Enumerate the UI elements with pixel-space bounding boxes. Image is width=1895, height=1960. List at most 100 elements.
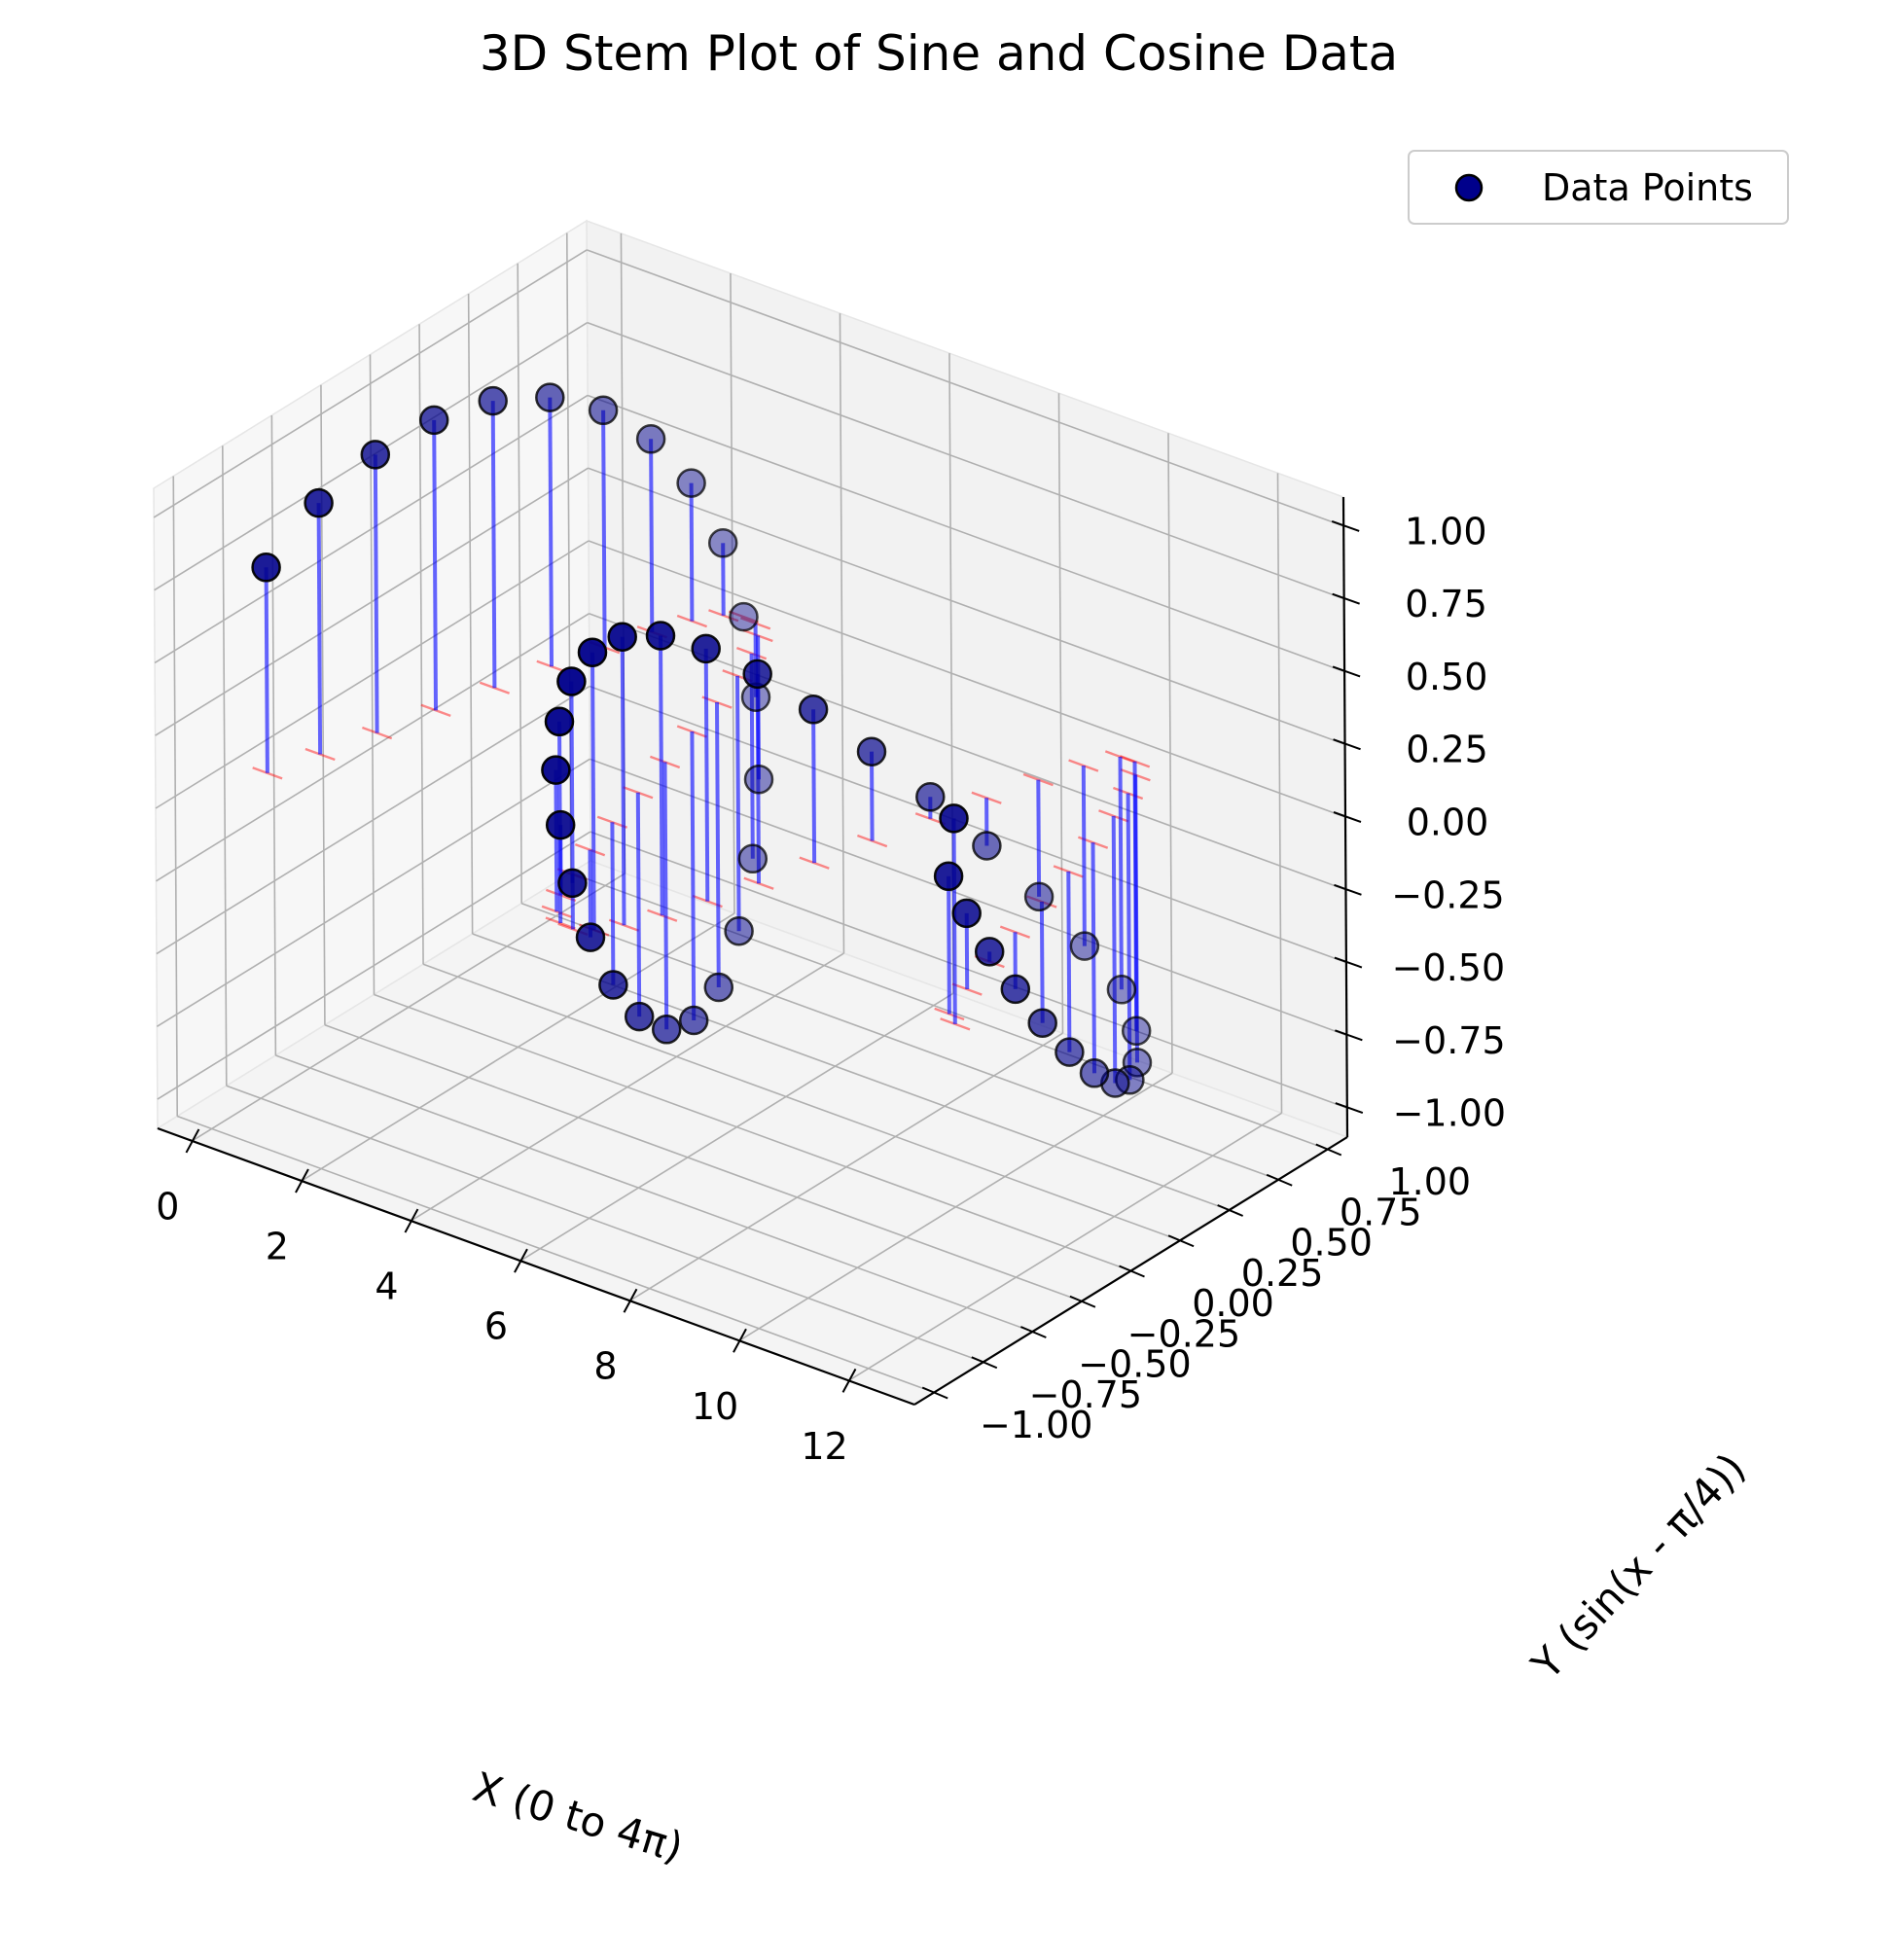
data-point (577, 637, 608, 667)
stem-line (1036, 779, 1042, 897)
stem-line (715, 701, 721, 988)
x-tick (841, 1368, 857, 1393)
legend: Data Points (1408, 150, 1789, 225)
data-point (678, 1005, 709, 1036)
y-tick (1119, 1265, 1145, 1278)
z-tick (1332, 592, 1360, 605)
data-point (1023, 881, 1055, 912)
z-tick (1331, 519, 1360, 532)
z-tick (1333, 738, 1361, 751)
z-grid-line (156, 613, 590, 882)
x-tick-label: 2 (266, 1226, 289, 1268)
stem-line (316, 503, 323, 755)
data-point (1079, 1058, 1110, 1088)
x-tick-label: 12 (801, 1425, 847, 1468)
y-grid-line (275, 1054, 1033, 1333)
data-point (915, 782, 946, 812)
stem-line (811, 709, 817, 864)
data-point (651, 1015, 682, 1045)
z-tick (1333, 811, 1362, 823)
x-tick (733, 1328, 747, 1353)
legend-box (1408, 150, 1789, 225)
y-tick (1069, 1295, 1096, 1308)
z-grid-line (153, 249, 588, 518)
data-point (707, 528, 738, 558)
stem-baseline (856, 834, 888, 848)
stem-baseline (536, 659, 567, 673)
y-tick-label: −0.50 (1078, 1343, 1191, 1386)
z-tick-label: 0.25 (1406, 729, 1488, 771)
data-point (304, 487, 334, 518)
stem-line (635, 792, 642, 1017)
stem-line (1091, 842, 1096, 1074)
z-tick-label: 0.50 (1406, 656, 1488, 698)
stem-line (554, 769, 559, 912)
data-point (742, 659, 772, 690)
data-point (974, 937, 1005, 967)
stem-line (1111, 815, 1118, 1084)
stem-line (721, 543, 726, 616)
stem-line (659, 635, 664, 916)
z-grid-line (156, 685, 590, 955)
stem-line (755, 673, 761, 884)
data-point (478, 385, 508, 416)
y-tick-label: 1.00 (1388, 1160, 1471, 1203)
data-point (951, 898, 982, 929)
data-point (557, 868, 588, 899)
stem-line (1081, 766, 1087, 946)
stem-line (548, 397, 554, 667)
data-point (645, 621, 676, 651)
stem-line (601, 410, 607, 648)
y-tick (1167, 1234, 1195, 1248)
y-tick-label: 0.25 (1241, 1252, 1324, 1295)
stem-lines (264, 397, 1139, 1084)
z-tick-label: −0.75 (1392, 1019, 1505, 1062)
z-grid-line (588, 467, 1345, 745)
y-tick (921, 1386, 948, 1400)
data-point (724, 915, 754, 946)
y-tick-label: 0.00 (1192, 1282, 1274, 1325)
stem-line (373, 454, 379, 733)
data-point (1055, 1037, 1085, 1067)
z-grid-line (154, 394, 589, 664)
z-tick (1334, 883, 1362, 896)
stem-line (703, 648, 710, 902)
x-tick (623, 1288, 638, 1313)
z-tick (1332, 665, 1361, 678)
z-tick-label: −1.00 (1393, 1092, 1506, 1135)
data-point (939, 803, 969, 834)
data-point (635, 424, 666, 454)
x-tick-label: 0 (156, 1185, 179, 1228)
chart-title: 3D Stem Plot of Sine and Cosine Data (480, 25, 1398, 82)
z-tick-label: −0.50 (1392, 946, 1505, 989)
z-grid-line (587, 394, 1345, 673)
x-tick (185, 1128, 200, 1154)
data-point (544, 706, 575, 737)
data-point (360, 440, 391, 470)
z-tick-label: 0.75 (1405, 583, 1487, 625)
stem-baseline (1022, 772, 1054, 787)
stem-line (690, 731, 697, 1021)
data-point (703, 972, 734, 1003)
data-point (933, 861, 964, 892)
stem-baseline (647, 909, 678, 922)
stem-baseline (479, 681, 511, 695)
y-tick (971, 1356, 998, 1370)
data-point (691, 633, 721, 664)
data-point (1000, 974, 1031, 1005)
x-axis-line (157, 1126, 915, 1407)
x-tick-label: 6 (484, 1305, 508, 1348)
stem-line (610, 822, 616, 985)
data-point (1122, 1048, 1153, 1078)
legend-label: Data Points (1542, 166, 1753, 209)
data-point (798, 695, 829, 725)
z-tick-label: −0.25 (1391, 873, 1504, 916)
stem-baseline (971, 791, 1002, 804)
stem-line (1066, 871, 1072, 1052)
y-grid-line (520, 902, 1279, 1181)
x-tick-label: 8 (593, 1345, 617, 1388)
data-point (743, 764, 774, 795)
y-tick (1266, 1173, 1293, 1187)
